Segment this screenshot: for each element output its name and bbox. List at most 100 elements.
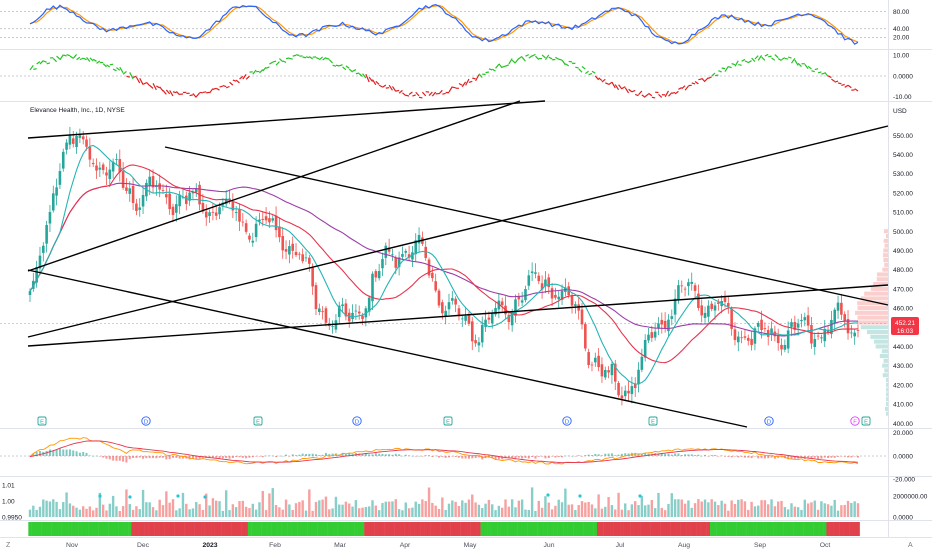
volume-profile-bar [857,315,888,320]
candle [42,242,45,262]
volume-profile-bar [883,248,888,253]
candle-body [201,203,205,212]
macd-histogram-bar [737,456,740,458]
candle [55,178,58,206]
candle [397,251,401,276]
volume-bar [145,502,148,517]
trend-strip-cell [739,522,744,536]
candle [657,317,660,336]
trend-strip-cell [799,522,804,536]
candle-body [856,330,860,331]
momentum-segment [817,71,822,74]
volume-bar [803,499,806,517]
volume-bar [484,503,487,517]
trend-strip-cell [497,522,501,536]
macd-histogram-bar [195,456,198,460]
time-axis-label: Jun [544,542,555,549]
macd-histogram-bar [551,456,554,457]
candle-body [584,324,587,349]
momentum-segment [169,90,174,97]
left-volume-tick-label: 0.9950 [2,514,22,521]
macd-histogram-bar [288,456,291,457]
momentum-segment [751,57,756,62]
volume-profile-bar [876,272,888,277]
candle-body [663,320,667,329]
candle-body [48,212,52,224]
candle-body [45,225,48,244]
candle-body [753,328,757,344]
volume-bar [717,504,720,517]
macd-histogram-bar [714,455,717,456]
volume-bar [35,509,38,517]
macd-histogram-bar [743,456,746,458]
macd-histogram-bar [145,456,148,459]
trend-strip-cell [567,522,571,536]
volume-bar [175,510,178,517]
macd-histogram-bar [175,456,178,458]
candle-body [427,259,431,276]
macd-histogram-bar [171,456,174,458]
candle [730,306,733,336]
candle-body [853,332,856,337]
trend-strip-cell [507,522,511,536]
price-tick-label: 530.00 [893,171,913,178]
volume-profile-bar [860,325,888,330]
candle [507,310,511,330]
macd-histogram-bar [211,456,214,458]
trend-strip-cell [111,522,115,536]
candle [590,361,594,372]
momentum-segment [555,56,560,60]
countdown-value: 16:03 [897,328,914,335]
candle-body [736,336,740,343]
volume-bar [148,502,151,517]
candle [251,232,255,247]
momentum-segment [461,81,467,88]
trend-strip-cell [583,522,588,536]
trend-strip-cell [527,522,531,536]
candle-body [786,330,790,349]
candle-body [524,289,527,301]
momentum-segment [501,65,506,68]
candle-body [717,302,720,304]
macd-histogram-bar [604,453,607,456]
trend-strip-cell [676,522,681,536]
event-marker-shape [861,416,871,426]
candle-body [251,240,255,243]
event-marker-shape [141,416,151,426]
volume-bar [91,510,95,517]
candle [224,190,228,207]
candle [653,322,657,341]
trend-strip-cell [453,522,458,536]
momentum-segment [92,58,97,62]
candle-body [188,192,191,201]
volume-profile-bar [873,281,888,287]
volume-bar [62,502,65,517]
momentum-segment [232,79,237,82]
macd-histogram-bar [68,449,71,456]
event-marker-label: D [355,419,359,425]
event-marker-shape [443,416,453,426]
candle-body [258,219,261,222]
momentum-segment [605,82,609,85]
volume-bar [264,510,268,517]
momentum-segment [352,69,357,72]
candle-body [28,291,32,295]
volume-bar [534,510,537,517]
momentum-segment [548,56,553,60]
candle-body [457,308,461,317]
last-price-value: 452.21 [895,320,915,327]
candle-body [507,314,511,323]
price-pane [0,100,889,428]
volume-bar [497,505,501,517]
candle-body [680,285,684,287]
candle [627,381,630,402]
candle-body [820,337,823,339]
volume-bar [55,501,58,517]
candle-body [650,332,654,338]
momentum-segment [472,77,476,80]
trend-strip-cell [586,522,591,536]
volume-bar [374,505,378,517]
candle-body [527,275,531,286]
macd-histogram-bar [152,456,155,459]
